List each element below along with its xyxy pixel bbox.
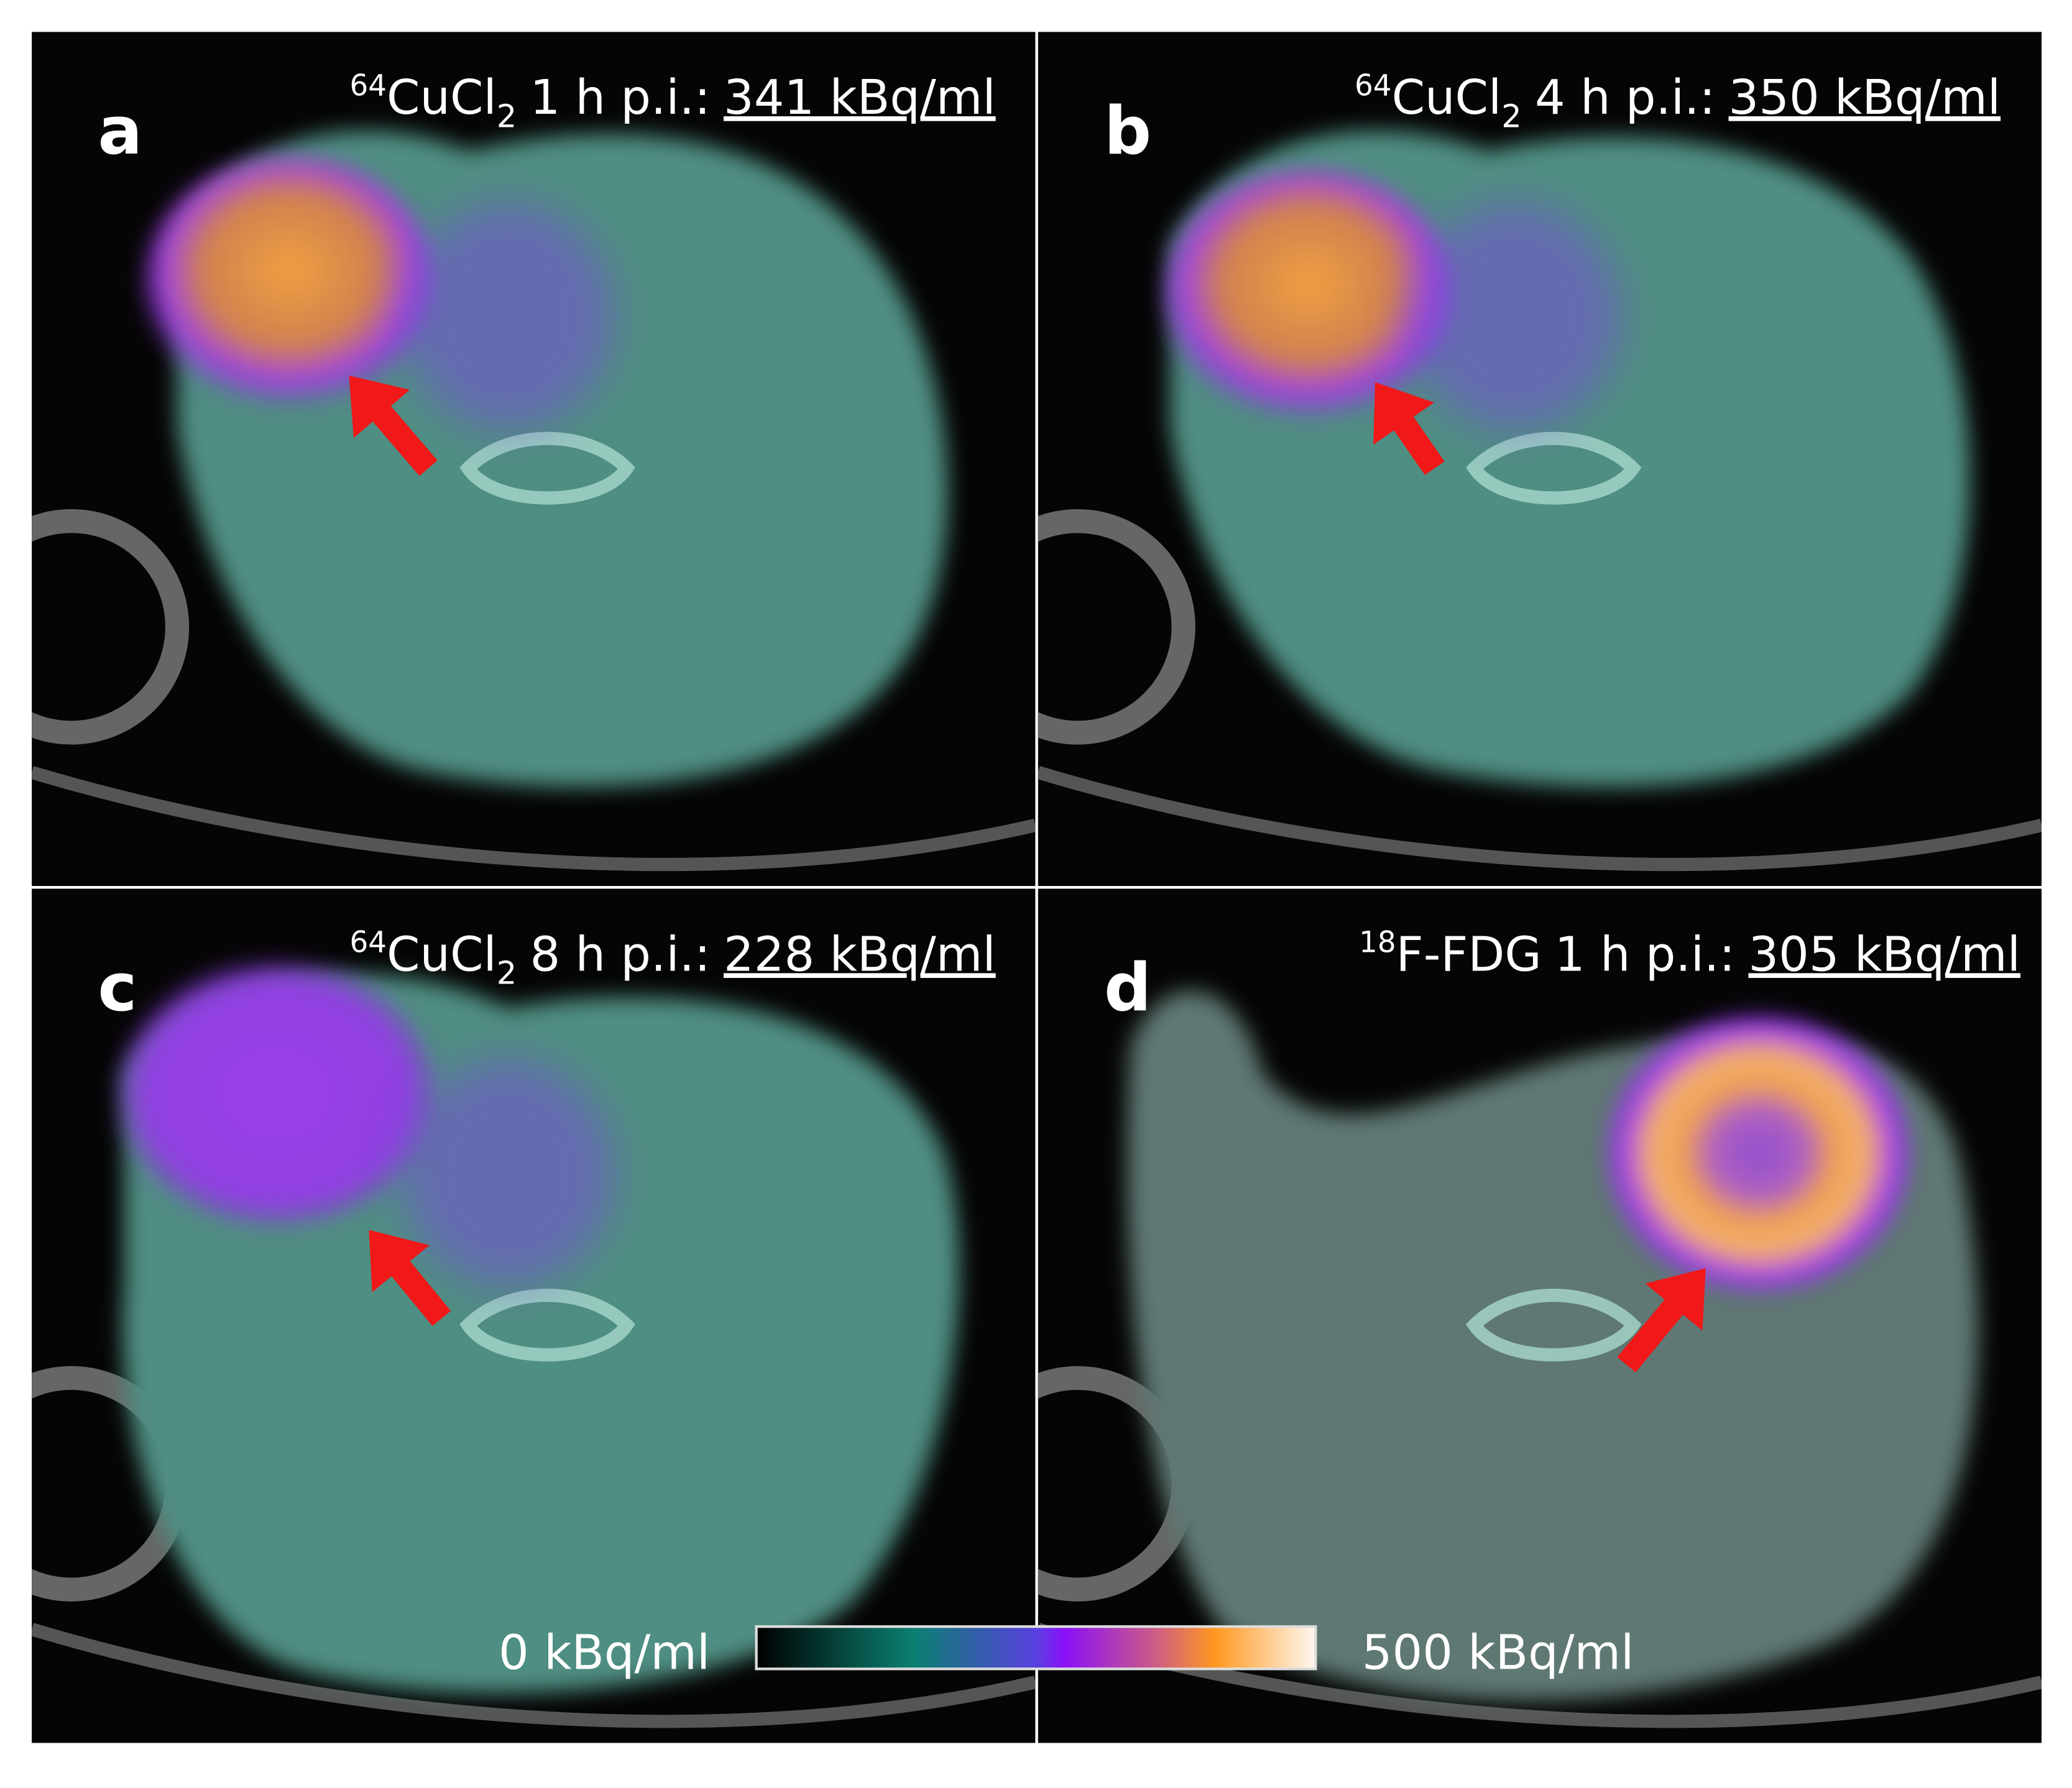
subscript: 2 — [497, 956, 517, 992]
compound: CuCl — [387, 70, 497, 126]
isotope: 64 — [350, 926, 387, 960]
panel-image — [1038, 888, 2042, 1743]
uptake-secondary — [1408, 203, 1620, 429]
compound: CuCl — [1392, 70, 1502, 126]
ct-tube — [32, 1623, 1036, 1728]
uptake-secondary — [402, 203, 614, 429]
uptake — [1163, 170, 1455, 422]
ct-tube — [1038, 766, 2042, 872]
spine — [1465, 431, 1642, 505]
panel-letter: d — [1104, 949, 1151, 1026]
arrow — [1617, 1268, 1706, 1373]
uptake-value: 350 kBq/ml — [1729, 70, 2001, 126]
panel-letter: c — [98, 949, 137, 1026]
isotope: 64 — [1355, 69, 1392, 103]
compound: CuCl — [387, 927, 497, 982]
panel-letter: b — [1104, 93, 1151, 170]
spine — [1465, 1288, 1642, 1362]
uptake-value: 228 kBq/ml — [724, 927, 996, 982]
time: 4 h p.i.: — [1535, 70, 1715, 126]
uptake-value: 341 kBq/ml — [724, 70, 996, 126]
panel: b 64CuCl2 4 h p.i.: 350 kBq/ml — [1038, 32, 2042, 887]
panel: a 64CuCl2 1 h p.i.: 341 kBq/ml — [32, 32, 1036, 887]
subscript: 2 — [1501, 98, 1521, 135]
subscript: 2 — [497, 98, 517, 135]
panel-label: 64CuCl2 4 h p.i.: 350 kBq/ml — [1355, 69, 2001, 135]
uptake — [117, 961, 435, 1226]
spine — [459, 1288, 635, 1362]
panel-letter: a — [98, 93, 142, 170]
colorbar: 0 kBq/ml 500 kBq/ml — [499, 1625, 1634, 1680]
uptake — [144, 157, 435, 409]
panel-image — [32, 888, 1036, 1743]
colorbar-max: 500 kBq/ml — [1362, 1625, 1634, 1680]
colorbar-gradient — [755, 1625, 1317, 1670]
panel-label: 18F-FDG 1 h p.i.: 305 kBq/ml — [1359, 926, 2020, 983]
arrow — [349, 376, 438, 476]
time: 8 h p.i.: — [530, 927, 711, 982]
uptake-value: 305 kBq/ml — [1748, 927, 2020, 982]
arrow — [1373, 382, 1445, 476]
panel-image — [32, 32, 1036, 887]
time: 1 h p.i.: — [1555, 927, 1735, 982]
compound: F-FDG — [1396, 927, 1542, 982]
arrow — [369, 1230, 451, 1326]
panel: c 64CuCl2 8 h p.i.: 228 kBq/ml — [32, 888, 1036, 1743]
ct-tube — [32, 766, 1036, 872]
colorbar-min: 0 kBq/ml — [499, 1625, 710, 1680]
ct-ring — [32, 509, 190, 745]
uptake — [1606, 1014, 1911, 1293]
panel: d 18F-FDG 1 h p.i.: 305 kBq/ml — [1038, 888, 2042, 1743]
panel-label: 64CuCl2 1 h p.i.: 341 kBq/ml — [350, 69, 996, 135]
ct-ring — [1038, 509, 1195, 745]
isotope: 18 — [1359, 926, 1396, 960]
spine — [459, 431, 635, 505]
isotope: 64 — [350, 69, 387, 103]
panel-image — [1038, 32, 2042, 887]
uptake-secondary — [402, 1061, 614, 1286]
time: 1 h p.i.: — [530, 70, 711, 126]
panel-label: 64CuCl2 8 h p.i.: 228 kBq/ml — [350, 926, 996, 992]
